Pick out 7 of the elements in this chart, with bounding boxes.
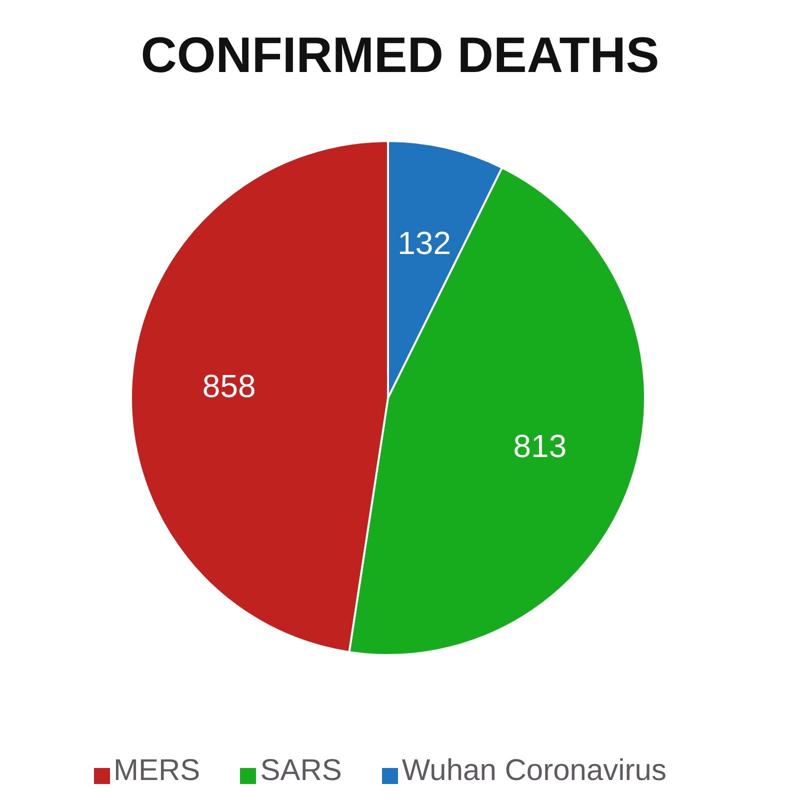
data-label: 858 — [202, 368, 256, 404]
data-label: 813 — [513, 428, 567, 464]
legend-label: SARS — [260, 754, 342, 787]
chart-title: CONFIRMED DEATHS — [140, 26, 660, 85]
legend-label: MERS — [114, 754, 200, 787]
data-label: 132 — [398, 224, 452, 261]
legend-label: Wuhan Coronavirus — [402, 754, 666, 787]
